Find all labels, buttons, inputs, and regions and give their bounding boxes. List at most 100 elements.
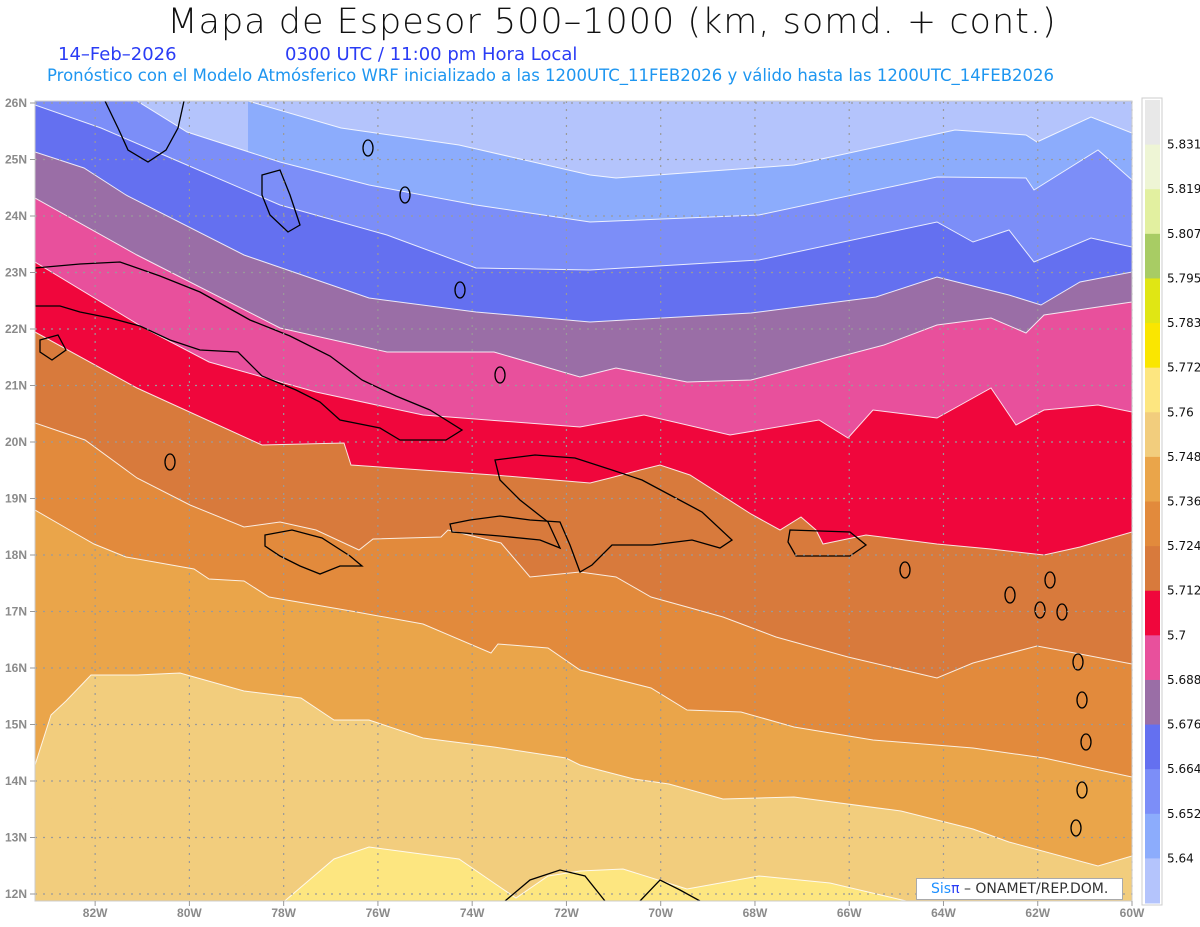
island-outline [494, 366, 506, 384]
colorbar-label: 5.795 [1167, 271, 1200, 285]
island-outline [454, 281, 466, 299]
credit-org: – ONAMET/REP.DOM. [959, 881, 1109, 897]
colorbar-swatch [1145, 367, 1160, 413]
colorbar-swatch [1145, 323, 1160, 369]
thickness-bands [35, 101, 1132, 901]
lon-label: 66W [837, 906, 862, 920]
colorbar-swatch [1145, 590, 1160, 636]
colorbar-label: 5.676 [1167, 718, 1200, 732]
forecast-date: 14–Feb–2026 [58, 44, 177, 65]
colorbar-swatch [1145, 144, 1160, 190]
colorbar-label: 5.819 [1167, 182, 1200, 196]
model-info: Pronóstico con el Modelo Atmósferico WRF… [47, 66, 1055, 85]
colorbar-swatch [1145, 100, 1160, 146]
coastlines [35, 101, 1092, 901]
lon-label: 80W [177, 906, 202, 920]
colorbar-swatch [1145, 501, 1160, 547]
colorbar-label: 5.831 [1167, 138, 1200, 152]
lat-label: 23N [5, 266, 27, 280]
island-outline [362, 139, 374, 157]
colorbar-label: 5.76 [1167, 405, 1194, 419]
lat-label: 12N [5, 887, 27, 901]
lat-label: 17N [5, 605, 27, 619]
contour-line [35, 151, 1132, 323]
colorbar-swatch [1145, 813, 1160, 859]
colorbar-swatch [1145, 679, 1160, 726]
coastline-andros [261, 169, 301, 233]
colorbar-label: 5.7 [1167, 628, 1186, 642]
lon-label: 62W [1025, 906, 1050, 920]
lon-label: 64W [931, 906, 956, 920]
lat-label: 20N [5, 435, 27, 449]
coastline-isla-juventud [39, 334, 67, 361]
thickness-band [35, 765, 280, 901]
colorbar-swatch [1145, 546, 1160, 592]
lon-label: 68W [743, 906, 768, 920]
colorbar-label: 5.664 [1167, 762, 1200, 776]
coastline-puerto-rico [787, 529, 868, 557]
contour-line [35, 261, 1132, 439]
contour-line [35, 331, 1132, 556]
map-title: Mapa de Espesor 500–1000 (km, somd. + co… [167, 2, 1057, 42]
lon-label: 82W [83, 906, 108, 920]
contour-line [35, 422, 1132, 679]
thickness-band [284, 847, 907, 901]
colorbar-swatch [1145, 412, 1160, 458]
colorbar-label: 5.64 [1167, 851, 1194, 865]
colorbar-label: 5.736 [1167, 495, 1200, 509]
axes-labels: 12N 13N 14N 15N 16N 17N 18N 19N 20N 21N 22N 23N 24N 2… [5, 96, 1145, 920]
lat-label: 25N [5, 153, 27, 167]
contour-line [35, 509, 1132, 778]
contour-line [35, 197, 1132, 383]
island-outline [1076, 691, 1088, 709]
island-outline [1034, 601, 1046, 619]
lat-label: 16N [5, 661, 27, 675]
credit-pi: π [951, 881, 960, 897]
lon-label: 70W [648, 906, 673, 920]
coastline-jamaica [264, 529, 364, 575]
colorbar: 5.831 5.819 5.807 5.795 5.783 5.772 5.76 5.748 5… [1141, 97, 1200, 906]
contour-line [247, 101, 1132, 179]
colorbar-label: 5.748 [1167, 450, 1200, 464]
colorbar-label: 5.688 [1167, 673, 1200, 687]
colorbar-label: 5.724 [1167, 539, 1200, 553]
island-outline [1044, 571, 1056, 589]
lat-label: 24N [5, 209, 27, 223]
lon-label: 60W [1120, 906, 1145, 920]
coastline-venezuela [504, 869, 606, 901]
credit-box: Sisπ – ONAMET/REP.DOM. [916, 878, 1123, 900]
colorbar-swatch [1145, 858, 1160, 904]
contour-line [35, 672, 1132, 867]
colorbar-swatch [1145, 769, 1160, 815]
lat-label: 21N [5, 379, 27, 393]
island-outline [1072, 653, 1084, 671]
island-outline [1004, 586, 1016, 604]
credit-sis: Sis [931, 881, 952, 897]
map-frame [34, 100, 1133, 902]
lon-label: 72W [554, 906, 579, 920]
coastline-guajira [639, 879, 701, 901]
coastline-hispaniola [449, 454, 734, 573]
lon-label: 78W [271, 906, 296, 920]
colorbar-swatch [1145, 189, 1160, 235]
forecast-time: 0300 UTC / 11:00 pm Hora Local [285, 44, 578, 65]
lat-label: 15N [5, 718, 27, 732]
lat-label: 22N [5, 322, 27, 336]
colorbar-label: 5.772 [1167, 361, 1200, 375]
colorbar-label: 5.652 [1167, 807, 1200, 821]
lon-label: 74W [460, 906, 485, 920]
colorbar-swatch [1145, 456, 1160, 502]
lat-label: 26N [5, 96, 27, 110]
colorbar-label: 5.807 [1167, 227, 1200, 241]
contour-line [283, 846, 909, 901]
island-outline [1070, 819, 1082, 837]
colorbar-swatch [1145, 724, 1160, 770]
island-outline [1076, 781, 1088, 799]
island-outline [164, 453, 176, 471]
lat-label: 18N [5, 548, 27, 562]
coastline-cuba [35, 261, 464, 441]
island-outline [399, 186, 411, 204]
colorbar-swatch [1145, 635, 1160, 681]
colorbar-label: 5.712 [1167, 584, 1200, 598]
